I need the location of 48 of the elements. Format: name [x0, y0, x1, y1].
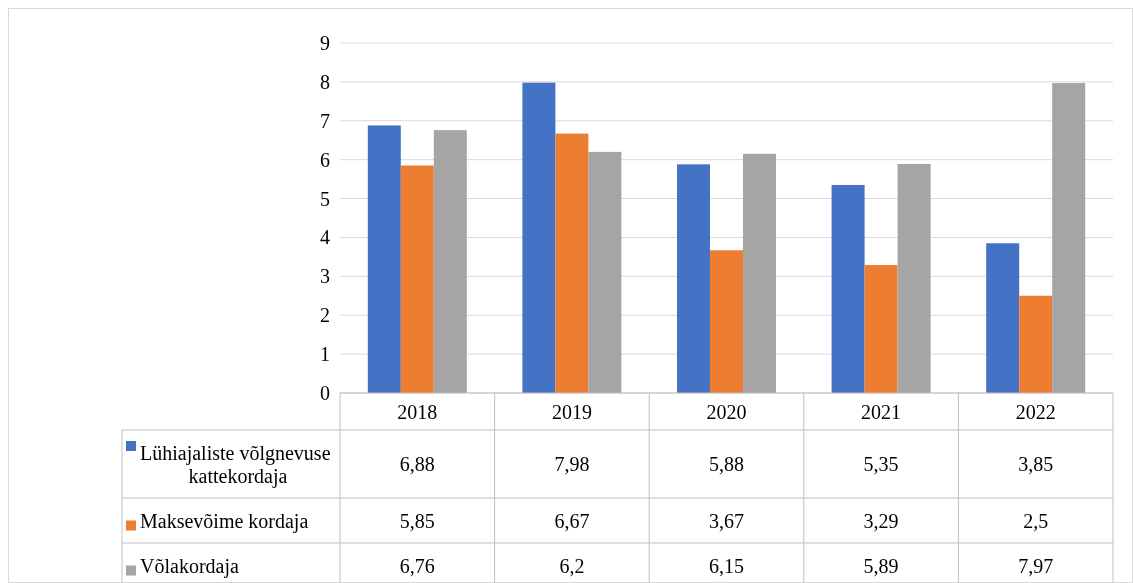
bar [588, 151, 622, 393]
bar [743, 153, 776, 393]
legend-label: Maksevõime kordaja [140, 509, 309, 533]
bar [897, 163, 931, 393]
y-tick-label: 6 [320, 148, 330, 171]
data-label: 6,15 [709, 554, 744, 577]
data-label: 6,88 [399, 453, 435, 475]
legend-label: Võlakordaja [140, 554, 239, 578]
data-label: 5,85 [399, 509, 435, 532]
y-tick-label: 5 [320, 187, 330, 210]
bar [710, 250, 743, 393]
y-tick-label: 1 [320, 343, 330, 366]
y-tick-label: 2 [320, 304, 330, 327]
data-label: 5,89 [863, 554, 899, 577]
data-label: 6,2 [559, 554, 585, 577]
bar [555, 133, 589, 393]
bar [433, 130, 467, 393]
bar [367, 125, 401, 393]
y-tick-label: 4 [320, 226, 330, 249]
data-label: 2,5 [1023, 509, 1049, 532]
y-tick-label: 9 [320, 32, 330, 54]
y-tick-label: 7 [320, 109, 330, 132]
data-label: 7,97 [1018, 554, 1054, 577]
data-label: 3,29 [863, 509, 899, 532]
bar [522, 82, 556, 393]
legend-label: Lühiajaliste võlgnevuse kattekordaja [140, 441, 331, 488]
bar [400, 165, 434, 393]
data-label: 6,67 [554, 509, 590, 532]
x-tick-label: 2018 [397, 400, 438, 423]
bar [1052, 83, 1086, 393]
data-label: 7,98 [554, 453, 590, 475]
y-tick-label: 3 [320, 265, 330, 288]
y-tick-label: 8 [320, 70, 330, 93]
bar [986, 243, 1020, 393]
x-tick-label: 2021 [861, 400, 902, 423]
data-label: 5,88 [709, 453, 744, 475]
bar [677, 164, 710, 393]
data-label: 5,35 [863, 453, 899, 475]
data-label: 3,85 [1018, 453, 1054, 475]
x-tick-label: 2019 [551, 400, 592, 423]
x-tick-label: 2022 [1015, 400, 1056, 423]
data-label: 6,76 [399, 554, 435, 577]
bar [1019, 295, 1053, 393]
bar [864, 265, 898, 393]
data-label: 3,67 [709, 509, 744, 532]
y-tick-label: 0 [320, 382, 330, 404]
bar [831, 184, 865, 393]
x-tick-label: 2020 [706, 400, 747, 423]
